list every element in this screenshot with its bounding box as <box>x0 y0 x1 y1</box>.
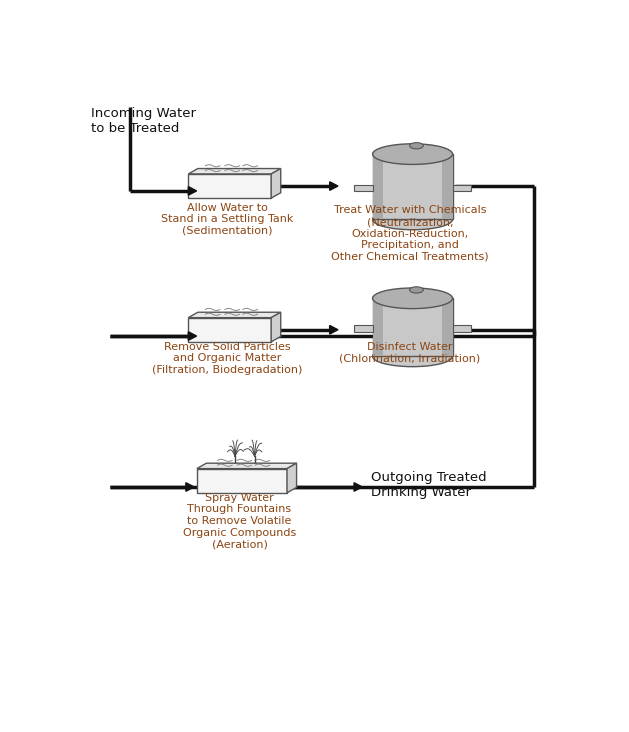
Text: Incoming Water
to be Treated: Incoming Water to be Treated <box>91 107 196 135</box>
Polygon shape <box>188 174 271 198</box>
Polygon shape <box>330 182 338 190</box>
Ellipse shape <box>372 288 452 309</box>
Polygon shape <box>186 482 194 491</box>
Ellipse shape <box>409 143 423 149</box>
Polygon shape <box>354 325 372 332</box>
Polygon shape <box>330 326 338 334</box>
Text: Disinfect Water
(Chlorination, Irradiation): Disinfect Water (Chlorination, Irradiati… <box>340 342 481 364</box>
Polygon shape <box>452 325 471 332</box>
Polygon shape <box>188 313 281 318</box>
Polygon shape <box>188 318 271 342</box>
Text: Treat Water with Chemicals
(Neutralization,
Oxidation-Reduction,
Precipitation, : Treat Water with Chemicals (Neutralizati… <box>331 206 489 262</box>
Polygon shape <box>197 468 287 493</box>
Polygon shape <box>188 187 197 195</box>
Ellipse shape <box>372 346 452 367</box>
Text: Outgoing Treated
Drinking Water: Outgoing Treated Drinking Water <box>371 471 487 498</box>
Polygon shape <box>197 463 297 468</box>
Polygon shape <box>372 299 383 356</box>
Ellipse shape <box>372 143 452 165</box>
Polygon shape <box>271 168 281 198</box>
Polygon shape <box>188 168 281 174</box>
Polygon shape <box>442 299 452 356</box>
Text: Allow Water to
Stand in a Settling Tank
(Sedimentation): Allow Water to Stand in a Settling Tank … <box>161 203 294 236</box>
Polygon shape <box>287 463 297 493</box>
Polygon shape <box>372 154 452 220</box>
Text: Spray Water
Through Fountains
to Remove Volatile
Organic Compounds
(Aeration): Spray Water Through Fountains to Remove … <box>183 493 296 549</box>
Polygon shape <box>452 184 471 192</box>
Ellipse shape <box>372 209 452 230</box>
Polygon shape <box>354 184 372 192</box>
Text: Remove Solid Particles
and Organic Matter
(Filtration, Biodegradation): Remove Solid Particles and Organic Matte… <box>152 342 303 375</box>
Polygon shape <box>354 482 362 491</box>
Polygon shape <box>442 154 452 220</box>
Polygon shape <box>372 299 452 356</box>
Ellipse shape <box>409 287 423 293</box>
Polygon shape <box>271 313 281 342</box>
Polygon shape <box>188 332 197 340</box>
Polygon shape <box>372 154 383 220</box>
